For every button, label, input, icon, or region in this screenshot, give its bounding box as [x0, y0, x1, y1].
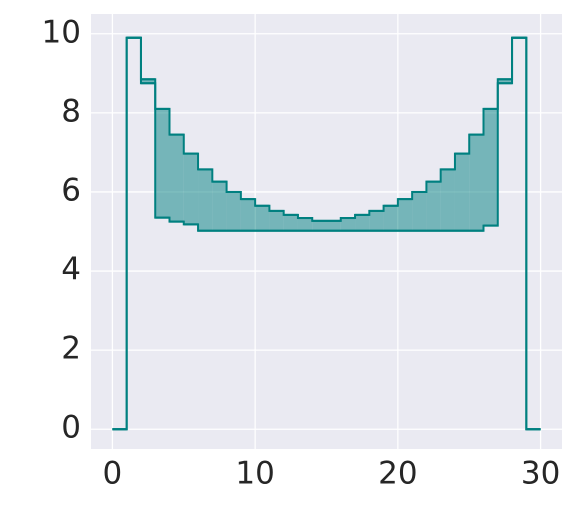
fill-band [140, 79, 156, 84]
fill-band [312, 220, 327, 231]
fill-band [340, 218, 356, 231]
x-tick-label: 30 [521, 456, 560, 492]
fill-band [255, 205, 270, 231]
fill-band [297, 218, 313, 231]
y-tick-label: 4 [61, 252, 81, 288]
x-tick-label: 10 [235, 456, 274, 492]
fill-band [240, 199, 256, 231]
fill-band [212, 181, 227, 231]
fill-band [155, 108, 170, 218]
fill-band [412, 191, 427, 231]
fill-band [355, 214, 370, 231]
fill-band [426, 181, 441, 231]
fill-band [440, 169, 455, 231]
y-tick-label: 8 [61, 93, 81, 129]
fill-band [369, 210, 384, 231]
y-tick-label: 0 [61, 410, 81, 446]
fill-band [454, 153, 470, 231]
fill-band [469, 134, 484, 231]
fill-band [497, 79, 513, 84]
y-tick-label: 2 [61, 331, 81, 367]
y-tick-label: 10 [42, 14, 81, 50]
fill-band [483, 108, 498, 226]
fill-band [283, 214, 298, 231]
fill-band [169, 134, 184, 222]
fill-band [198, 169, 213, 231]
x-tick-label: 0 [103, 456, 123, 492]
fill-band [226, 191, 241, 231]
fill-band [383, 205, 398, 231]
x-tick-label: 20 [378, 456, 417, 492]
fill-band [326, 220, 341, 231]
fill-band [269, 210, 284, 231]
y-tick-label: 6 [61, 172, 81, 208]
fill-band [397, 199, 413, 231]
fill-band [183, 153, 199, 225]
